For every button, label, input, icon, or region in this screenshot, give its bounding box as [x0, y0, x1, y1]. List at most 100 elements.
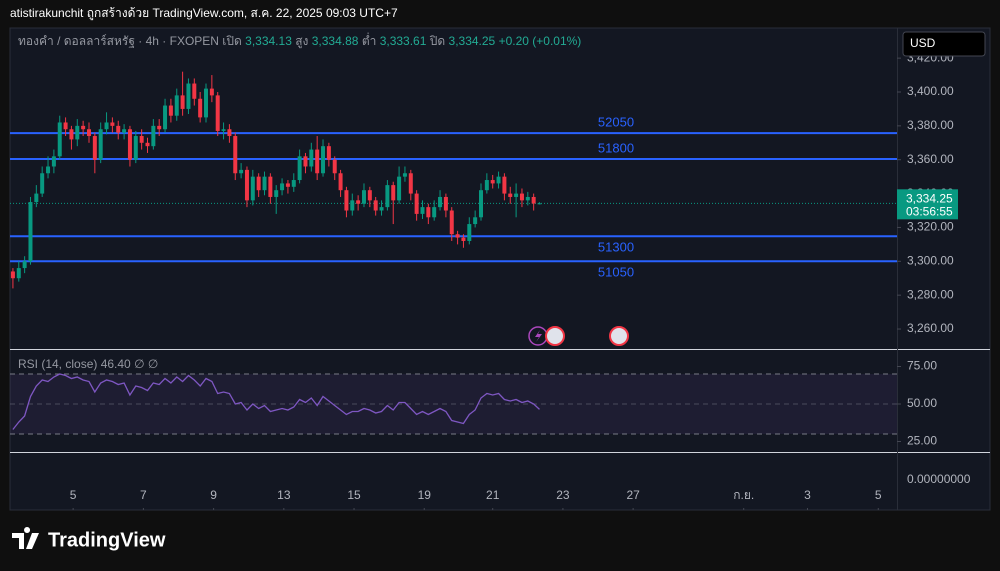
candle-body [244, 169, 249, 201]
horizontal-line-label: 52050 [598, 115, 634, 130]
candle-body [122, 129, 127, 133]
candle-body [262, 176, 267, 191]
legend-item: สูง [295, 34, 308, 49]
candle-body [204, 88, 209, 118]
y-tick-label: 50.00 [907, 396, 937, 410]
x-tick-label: 23 [556, 488, 570, 502]
candle-body [46, 166, 51, 174]
pane3-tick: 0.00000000 [907, 472, 971, 486]
candle-body [303, 156, 308, 167]
candle-body [291, 180, 296, 187]
candle-body [361, 190, 366, 204]
legend-item: +0.20 (+0.01%) [499, 34, 582, 48]
candle-body [490, 180, 495, 184]
candle-body [40, 173, 45, 194]
candle-body [133, 136, 138, 160]
y-tick-label: 3,400.00 [907, 84, 954, 98]
candle-body [10, 271, 15, 279]
event-icon-glyph [535, 330, 542, 342]
candle-body [519, 193, 524, 201]
candle-body [332, 159, 337, 174]
candle-body [414, 193, 419, 214]
last-price-box [897, 189, 958, 220]
horizontal-line-label: 51050 [598, 265, 634, 280]
candle-body [221, 129, 226, 131]
countdown: 03:56:55 [906, 204, 953, 218]
candle-body [227, 129, 232, 137]
y-tick-label: 3,360.00 [907, 152, 954, 166]
candle-body [531, 196, 536, 204]
currency-button-label: USD [910, 36, 936, 50]
brand-logo [12, 527, 39, 549]
candle-body [338, 173, 343, 191]
candle-body [455, 234, 460, 238]
candle-body [402, 173, 407, 177]
candle-body [537, 203, 542, 205]
candle-body [250, 176, 255, 201]
candle-body [449, 210, 454, 235]
candle-body [432, 207, 437, 218]
candle-body [233, 136, 238, 174]
y-tick-label: 3,300.00 [907, 253, 954, 267]
header: atistirakunchit ถูกสร้างด้วย TradingView… [10, 6, 398, 21]
legend: RSI (14, close) 46.40 ∅ ∅ [18, 357, 158, 371]
event-icon[interactable] [545, 326, 565, 346]
candle-body [209, 88, 214, 96]
candle-body [268, 176, 273, 197]
x-tick-label: 15 [347, 488, 361, 502]
candle-body [274, 190, 279, 197]
candle-body [297, 156, 302, 181]
candle-body [525, 196, 530, 201]
legend-item: 3,334.25 [449, 34, 496, 48]
event-icon[interactable] [609, 326, 629, 346]
candle-body [116, 125, 121, 133]
candle-body [63, 122, 68, 130]
candle-body [391, 185, 396, 201]
legend: ทองคำ / ดอลลาร์สหรัฐ · 4h · FXOPEN เปิด … [18, 32, 581, 49]
candle-body [397, 176, 402, 201]
legend-item: 3,334.13 [245, 34, 292, 48]
candle-body [139, 136, 144, 143]
candle-body [420, 207, 425, 214]
candle-body [75, 125, 80, 140]
legend-item: ต่ำ [362, 32, 377, 48]
currency-button[interactable] [902, 31, 986, 57]
y-tick-label: 3,260.00 [907, 321, 954, 335]
candle-body [16, 268, 21, 279]
legend-item: เปิด [222, 34, 242, 48]
legend-item: 3,333.61 [380, 34, 427, 48]
horizontal-line-label: 51800 [598, 140, 634, 155]
legend-item: RSI (14, close) [18, 357, 97, 371]
candle-body [69, 129, 74, 140]
candle-body [28, 202, 33, 262]
rsi-line [12, 373, 540, 430]
x-tick-label: 19 [418, 488, 432, 502]
candle-body [174, 95, 179, 116]
candle-body [110, 122, 115, 126]
candle-body [239, 169, 244, 174]
x-tick-label: ก.ย. [733, 488, 754, 502]
candle-body [461, 237, 466, 241]
candle-body [478, 190, 483, 218]
x-tick-label: 27 [626, 488, 640, 502]
candle-body [367, 190, 372, 201]
event-icons [528, 326, 629, 346]
y-tick-label: 3,280.00 [907, 287, 954, 301]
x-tick-label: 5 [875, 488, 882, 502]
candle-body [467, 224, 472, 241]
y-tick-label: 25.00 [907, 434, 937, 448]
candle-body [157, 125, 162, 130]
candle-body [385, 185, 390, 208]
candle-body [34, 193, 39, 203]
x-tick-label: 7 [140, 488, 147, 502]
candle-body [309, 149, 314, 167]
candle-body [51, 156, 56, 167]
candle-body [180, 95, 185, 109]
candle-body [473, 217, 478, 225]
candle-body [163, 105, 168, 130]
candle-body [57, 122, 62, 157]
y-tick-label: 3,380.00 [907, 118, 954, 132]
candle-body [285, 183, 290, 187]
